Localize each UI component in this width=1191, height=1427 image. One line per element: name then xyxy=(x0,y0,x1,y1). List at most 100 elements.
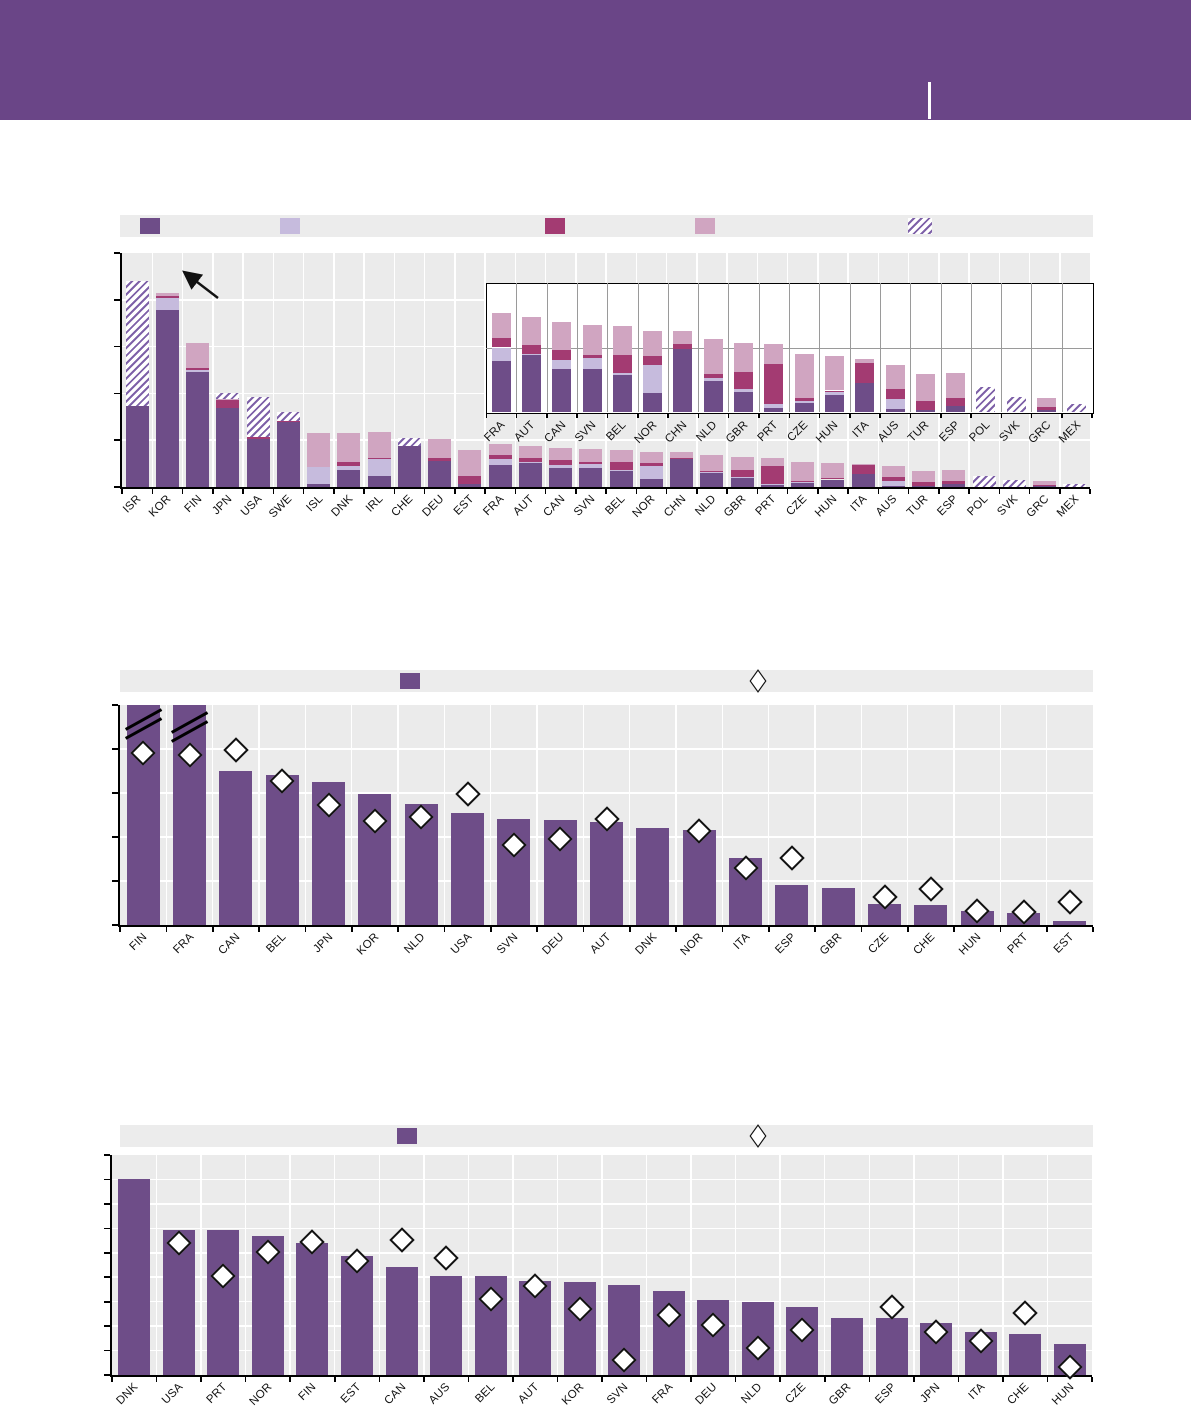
chart2-y-tick xyxy=(112,836,118,838)
chart3-x-label-prt: PRT xyxy=(185,1381,231,1427)
chart3-vgridline xyxy=(512,1155,514,1375)
chart1-inset-bar-prt-crimson xyxy=(764,364,783,405)
chart3-vgridline xyxy=(1002,1155,1004,1375)
chart1-inset-x-tick xyxy=(728,414,730,418)
chart1-inset-x-tick xyxy=(758,414,760,418)
chart2-vgridline xyxy=(629,705,631,925)
legend-swatch-lavender xyxy=(280,218,300,234)
chart1-inset-bar-hun-purple xyxy=(825,395,844,412)
chart1-bar-grc-purple xyxy=(1033,486,1056,487)
chart2-bar-dnk xyxy=(636,828,669,925)
chart1-bar-ita-purple xyxy=(852,474,875,487)
chart3-x-label-bel: BEL xyxy=(452,1381,498,1427)
chart1-x-tick xyxy=(152,489,154,494)
chart2-x-tick xyxy=(722,927,724,932)
chart1-vgridline xyxy=(273,253,275,487)
chart2-x-tick xyxy=(212,927,214,932)
chart1-bar-aus-purple xyxy=(882,486,905,487)
chart1-bar-nor-purple xyxy=(640,479,663,487)
chart3-bar-esp xyxy=(876,1318,908,1375)
chart3-x-label-jpn: JPN xyxy=(897,1381,943,1427)
chart1-x-tick xyxy=(636,489,638,494)
chart2-vgridline xyxy=(212,705,214,925)
chart1-x-tick xyxy=(757,489,759,494)
chart2-x-tick xyxy=(490,927,492,932)
chart1-bar-jpn-hatched xyxy=(216,393,239,399)
chart2-x-label-can: CAN xyxy=(197,931,243,977)
chart1-x-tick xyxy=(908,489,910,494)
chart1-bar-can-purple xyxy=(549,468,572,487)
chart3-bar-deu xyxy=(697,1300,729,1375)
chart1-x-tick xyxy=(726,489,728,494)
chart1-x-tick xyxy=(878,489,880,494)
chart1-vgridline xyxy=(363,253,365,487)
chart1-inset-bar-cze-purple xyxy=(795,403,814,412)
chart1-x-tick xyxy=(545,489,547,494)
chart2-x-tick xyxy=(166,927,168,932)
chart1-x-tick xyxy=(847,489,849,494)
chart1-x-tick xyxy=(182,489,184,494)
chart1-x-tick xyxy=(605,489,607,494)
chart1-inset-bar-nld-pink xyxy=(704,339,723,374)
chart1-bar-aut-purple xyxy=(519,462,542,487)
chart1-inset-bar-cze-crimson xyxy=(795,398,814,401)
chart1-bar-can-lavender xyxy=(549,465,572,469)
chart2-x-label-prt: PRT xyxy=(985,931,1031,977)
chart1-x-tick xyxy=(454,489,456,494)
chart1-inset-x-tick xyxy=(879,414,881,418)
chart3-y-tick xyxy=(104,1203,110,1205)
chart3-x-label-can: CAN xyxy=(363,1381,409,1427)
chart1-bar-bel-purple xyxy=(610,471,633,487)
chart1-bar-hun-lavender xyxy=(821,478,844,479)
chart1-inset-x-tick xyxy=(819,414,821,418)
chart1-inset-bar-fra-crimson xyxy=(492,338,511,348)
chart1-inset-bar-fra-purple xyxy=(492,361,511,412)
chart2-x-label-cze: CZE xyxy=(846,931,892,977)
chart1-bar-irl-pink xyxy=(368,432,391,457)
chart1-bar-fin-lavender xyxy=(186,370,209,371)
chart2-vgridline xyxy=(258,705,260,925)
chart1-bar-isr-hatched xyxy=(126,281,149,405)
chart3-x-tick xyxy=(111,1377,113,1382)
chart1-y-tick xyxy=(114,299,120,301)
chart1-bar-prt-purple xyxy=(761,485,784,487)
chart3-y-tick xyxy=(104,1301,110,1303)
chart3-x-label-fin: FIN xyxy=(274,1381,320,1427)
chart2-vgridline xyxy=(907,705,909,925)
chart3-x-label-che: CHE xyxy=(986,1381,1032,1427)
chart2-x-label-fin: FIN xyxy=(104,931,150,977)
chart1-inset-bar-can-crimson xyxy=(552,350,571,361)
chart3-x-label-nld: NLD xyxy=(719,1381,765,1427)
chart1-inset-bar-prt-purple xyxy=(764,408,783,412)
chart1-bar-che-hatched xyxy=(398,438,421,446)
chart2-x-label-hun: HUN xyxy=(938,931,984,977)
chart1-x-tick xyxy=(484,489,486,494)
chart1-inset-bar-ita-pink xyxy=(855,359,874,362)
chart2-x-label-ita: ITA xyxy=(707,931,753,977)
chart1-inset-bar-esp-purple xyxy=(946,406,965,412)
chart2-x-label-che: CHE xyxy=(892,931,938,977)
chart3-x-tick xyxy=(1002,1377,1004,1382)
chart1-inset-x-tick xyxy=(1091,414,1093,418)
chart1-bar-dnk-purple xyxy=(337,470,360,487)
chart3-x-tick xyxy=(824,1377,826,1382)
chart1-bar-cze-pink xyxy=(791,462,814,481)
chart3-x-tick xyxy=(690,1377,692,1382)
chart1-inset-bar-nor-lavender xyxy=(643,365,662,393)
chart1-x-tick xyxy=(363,489,365,494)
chart3-y-tick xyxy=(104,1350,110,1352)
chart2-legend xyxy=(120,670,1093,692)
chart2-x-tick xyxy=(861,927,863,932)
chart2-x-label-dnk: DNK xyxy=(614,931,660,977)
chart3-vgridline xyxy=(200,1155,202,1375)
chart1-inset-bar-ita-crimson xyxy=(855,363,874,383)
chart1-y-axis xyxy=(120,253,122,487)
chart2-bar-fin xyxy=(127,705,160,925)
legend-swatch-purple xyxy=(140,218,160,234)
chart1-inset-bar-svn-crimson xyxy=(583,355,602,358)
chart3-legend xyxy=(120,1125,1093,1147)
chart3-x-tick xyxy=(1091,1377,1093,1382)
chart1-bar-cze-crimson xyxy=(791,481,814,482)
chart3-vgridline xyxy=(245,1155,247,1375)
chart1-vgridline xyxy=(333,253,335,487)
